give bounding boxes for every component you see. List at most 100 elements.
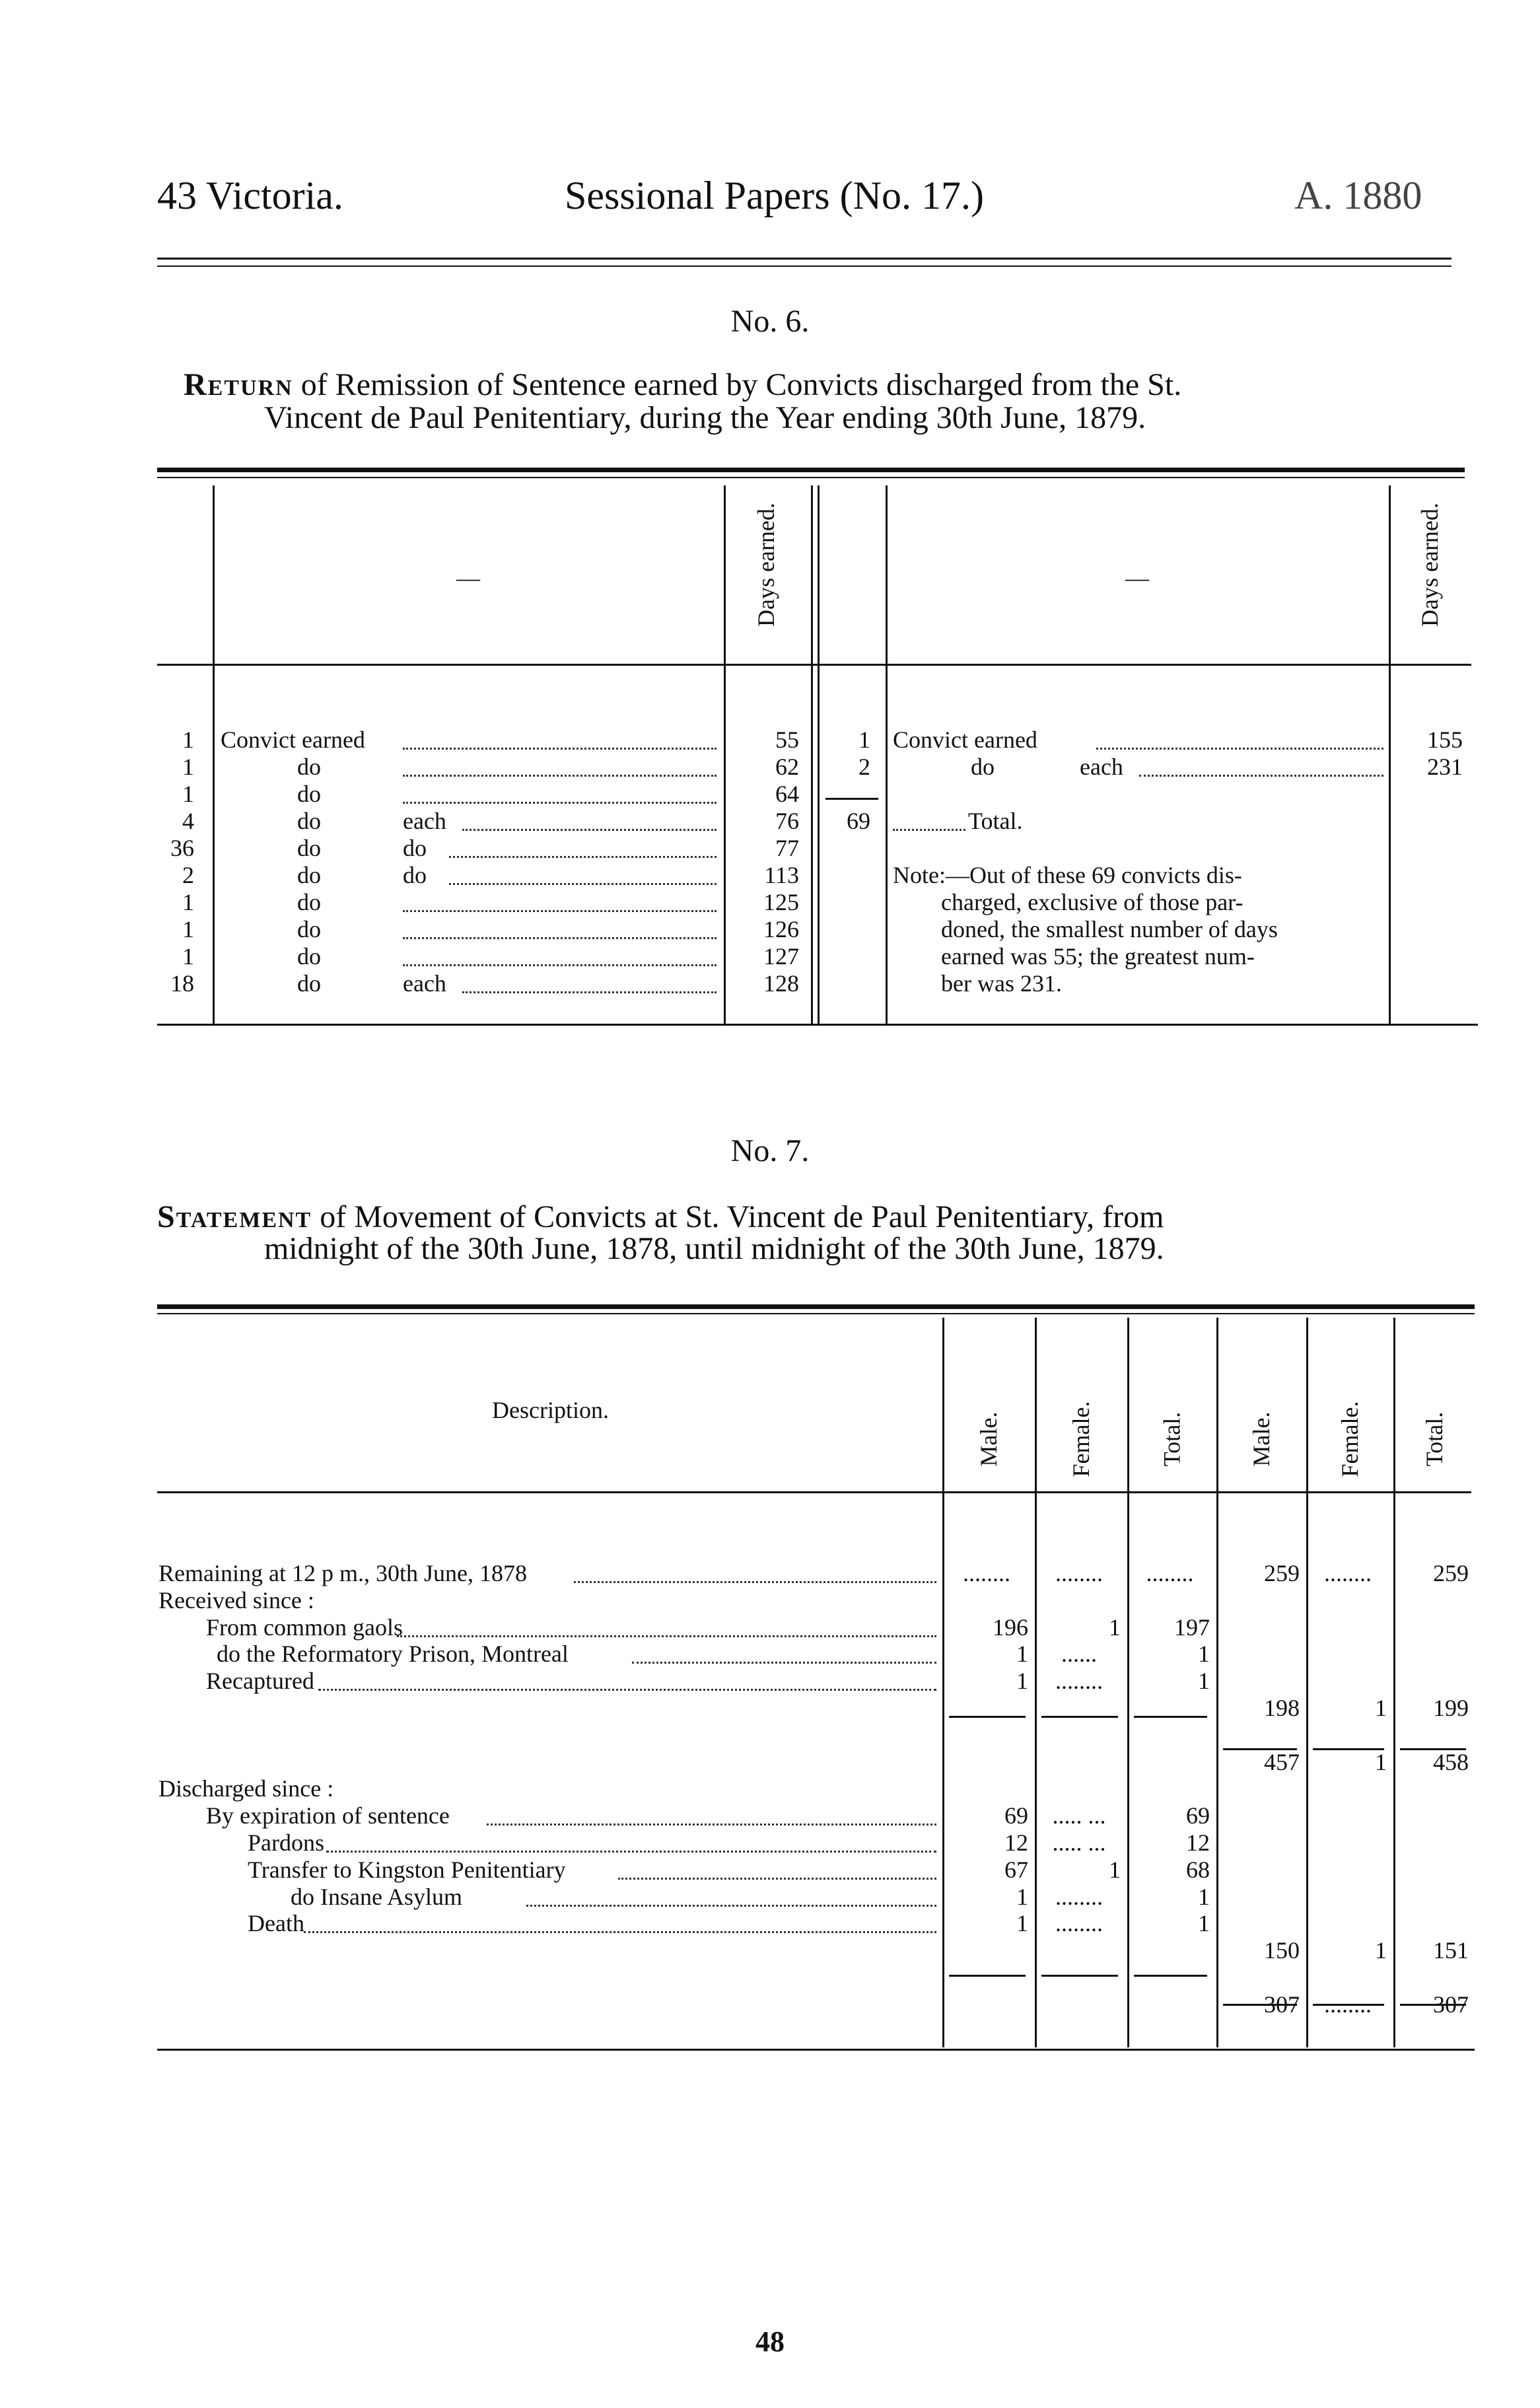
total-label: Total. [968, 808, 1023, 834]
column-header-description: Description. [492, 1397, 609, 1423]
dot-leader [403, 937, 717, 939]
row-value: 69 [1004, 1802, 1028, 1829]
row-label: Transfer to Kingston Penitentiary [248, 1856, 566, 1883]
dot-leader [462, 829, 717, 831]
dot-leader [487, 1824, 936, 1826]
row-days: 64 [775, 781, 799, 807]
note-line: doned, the smallest number of days [941, 916, 1278, 942]
column-divider [942, 1318, 944, 2047]
row-value: ........ [1324, 1560, 1372, 1586]
row-count: 36 [170, 835, 194, 861]
row-value: 259 [1433, 1560, 1469, 1586]
row-value: 1 [1109, 1856, 1121, 1883]
page-number: 48 [755, 2325, 785, 2358]
row-value: ........ [963, 1560, 1010, 1586]
dot-leader [1139, 775, 1383, 777]
table6-header-rule [157, 664, 1471, 666]
dot-leader [526, 1904, 936, 1907]
row-label: Death [248, 1910, 304, 1937]
row-value: 12 [1186, 1829, 1210, 1856]
row-suffix: each [1080, 754, 1123, 780]
row-suffix: do [403, 862, 427, 888]
table6-top-rule [157, 468, 1465, 472]
dot-leader [449, 856, 717, 858]
column-divider [724, 485, 726, 1024]
note-line: earned was 55; the greatest num- [941, 943, 1255, 970]
column-divider [1389, 485, 1391, 1024]
dot-leader [304, 1931, 936, 1934]
column-header-total: Total. [1158, 1411, 1185, 1467]
header-left: 43 Victoria. [157, 174, 343, 217]
column-divider [818, 485, 820, 1024]
note-line: ber was 231. [941, 970, 1062, 997]
row-value: 198 [1264, 1695, 1300, 1721]
column-divider [1216, 1318, 1218, 2047]
column-header-dash: — [1125, 565, 1149, 591]
row-value: 457 [1264, 1748, 1300, 1775]
table6-title-rest: of Remission of Sentence earned by Convi… [300, 367, 1182, 402]
row-label: do [297, 970, 321, 997]
row-suffix: each [403, 808, 446, 834]
dot-leader [632, 1662, 936, 1664]
column-divider [1127, 1318, 1129, 2047]
table7-title-line2: midnight of the 30th June, 1878, until m… [264, 1231, 1164, 1266]
table6-title-line2: Vincent de Paul Penitentiary, during the… [264, 400, 1146, 435]
row-label: do [297, 781, 321, 807]
column-divider [811, 485, 813, 1024]
column-divider [213, 485, 215, 1024]
row-value: 68 [1186, 1856, 1210, 1883]
row-value: 1 [1375, 1937, 1387, 1964]
row-value: ........ [1055, 1668, 1103, 1695]
column-header-male: Male. [975, 1411, 1002, 1467]
row-count: 2 [858, 754, 870, 780]
row-days: 125 [763, 889, 799, 915]
header-rule [157, 258, 1452, 260]
row-count: 1 [182, 943, 194, 970]
row-label: Convict earned [221, 726, 365, 753]
table7-top-rule-2 [157, 1313, 1475, 1314]
row-count: 4 [182, 808, 194, 834]
table7-top-rule [157, 1304, 1475, 1309]
row-label: do [297, 862, 321, 888]
row-suffix: each [403, 970, 446, 997]
row-label: Discharged since : [158, 1775, 334, 1802]
row-label: Remaining at 12 p m., 30th June, 1878 [158, 1560, 527, 1586]
dot-leader [403, 910, 717, 912]
row-label: do [971, 754, 995, 780]
row-label: From common gaols [206, 1613, 403, 1641]
row-label: By expiration of sentence [206, 1802, 450, 1829]
column-header-total: Total. [1421, 1411, 1448, 1467]
row-count: 1 [182, 754, 194, 780]
table7-bottom-rule [157, 2049, 1475, 2051]
table6-bottom-rule [157, 1024, 1478, 1026]
sum-rule [1041, 1974, 1118, 1977]
sum-rule [1223, 1748, 1297, 1750]
row-value: 1 [1016, 1883, 1028, 1910]
row-value: 1 [1109, 1613, 1121, 1641]
row-label: do [297, 835, 321, 861]
row-value: ........ [1055, 1883, 1103, 1910]
row-days: 128 [763, 970, 799, 997]
column-divider [1306, 1318, 1308, 2047]
row-value: ..... ... [1052, 1829, 1106, 1856]
table7-header-rule [157, 1491, 1471, 1493]
sum-rule [1223, 2004, 1297, 2006]
row-days: 77 [775, 835, 799, 861]
dot-leader [397, 1635, 936, 1637]
row-days: 127 [763, 943, 799, 970]
column-header-female: Female. [1068, 1401, 1094, 1477]
sum-rule [1134, 1715, 1207, 1718]
column-header-female: Female. [1337, 1401, 1363, 1477]
row-days: 155 [1427, 726, 1463, 753]
column-divider [886, 485, 888, 1024]
row-value: 1 [1198, 1910, 1210, 1937]
total-count: 69 [847, 808, 870, 834]
row-days: 76 [775, 808, 799, 834]
row-value: 1 [1375, 1748, 1387, 1775]
column-header-days-earned: Days earned. [1417, 503, 1443, 627]
row-value: 1 [1198, 1883, 1210, 1910]
row-value: 150 [1264, 1937, 1300, 1964]
table7-title-lead: Statement [157, 1199, 312, 1234]
row-label: do [297, 943, 321, 970]
table6-title-lead: Return [184, 367, 293, 402]
